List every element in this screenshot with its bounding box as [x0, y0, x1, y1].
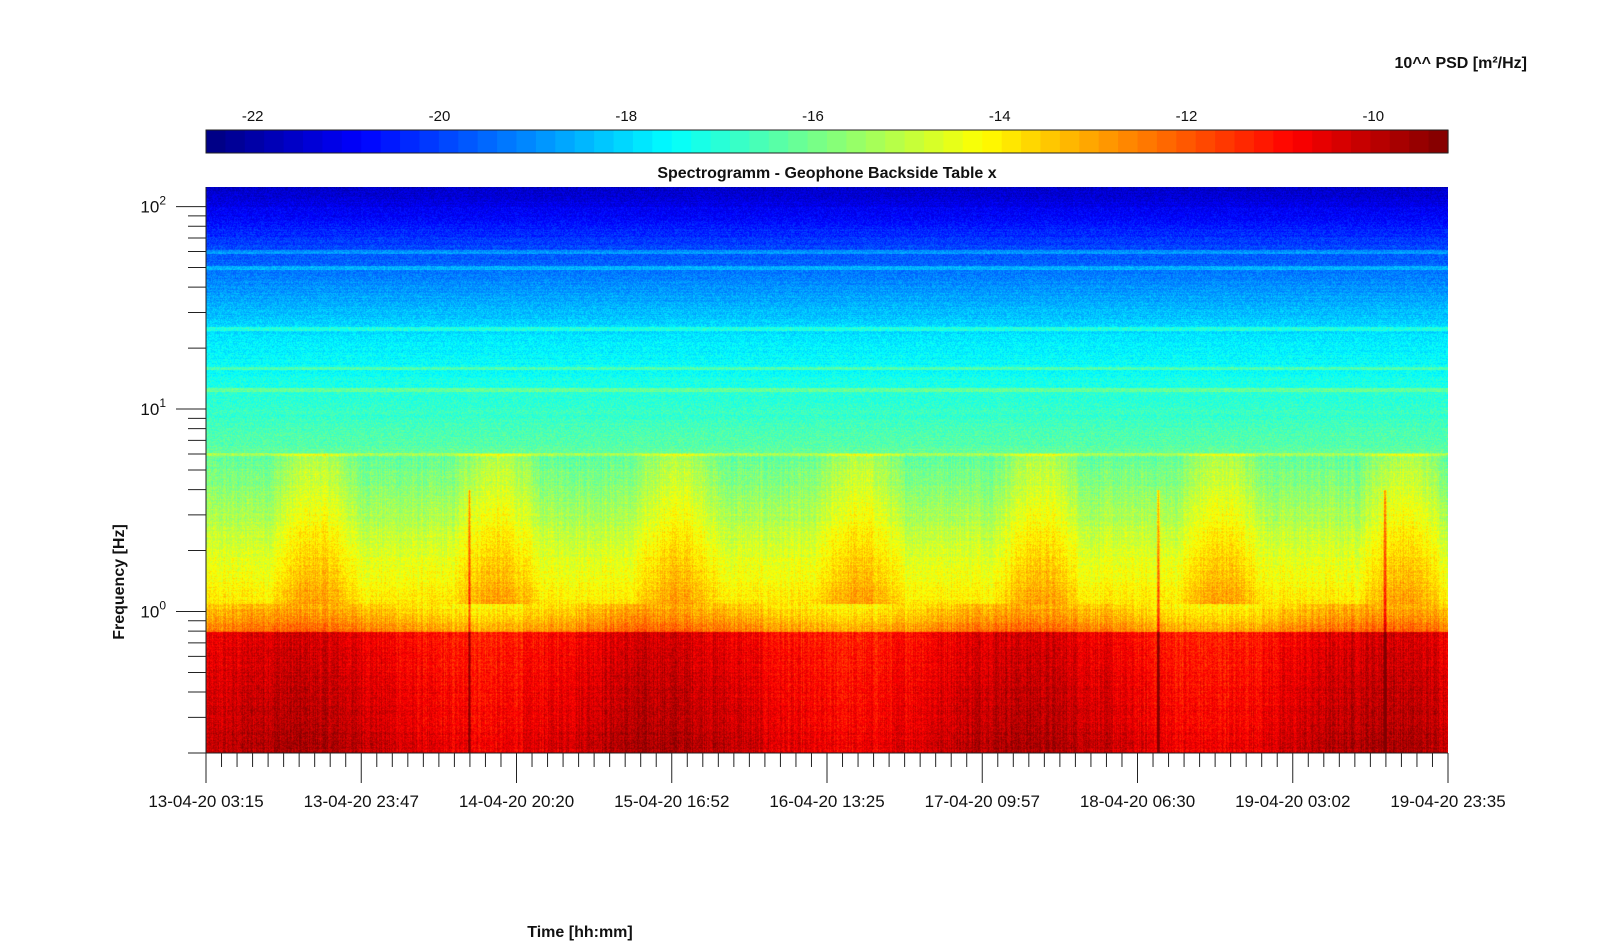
y-tick-label: 100 — [140, 599, 166, 622]
y-axis: 100 101 102 — [140, 187, 207, 754]
colorbar-segment — [1389, 130, 1410, 153]
colorbar-segment — [283, 130, 304, 153]
colorbar-segment — [555, 130, 576, 153]
colorbar-segment — [1156, 130, 1177, 153]
colorbar-tick-label: -14 — [989, 108, 1011, 125]
colorbar-segment — [749, 130, 770, 153]
colorbar-segment — [380, 130, 401, 153]
colorbar-segment — [341, 130, 362, 153]
chart-title: Spectrogramm - Geophone Backside Table x — [657, 165, 996, 182]
colorbar-segment — [1370, 130, 1391, 153]
colorbar-segment — [904, 130, 925, 153]
colorbar-segment — [594, 130, 615, 153]
colorbar-segment — [788, 130, 809, 153]
colorbar-tick-label: -22 — [242, 108, 264, 125]
colorbar-segment — [1253, 130, 1274, 153]
colorbar-segment — [729, 130, 750, 153]
colorbar-segment — [477, 130, 498, 153]
colorbar-segment — [710, 130, 731, 153]
colorbar-segment — [497, 130, 518, 153]
colorbar-segment — [943, 130, 964, 153]
y-tick-label: 102 — [140, 194, 166, 217]
colorbar-segment — [632, 130, 653, 153]
colorbar-segment — [924, 130, 945, 153]
colorbar-segment — [846, 130, 867, 153]
x-tick-label: 13-04-20 23:47 — [304, 792, 419, 811]
colorbar-segment — [438, 130, 459, 153]
colorbar-segment — [652, 130, 673, 153]
colorbar-segment — [1409, 130, 1430, 153]
colorbar-segment — [1312, 130, 1333, 153]
x-axis-label: Time [hh:mm] — [527, 924, 632, 941]
colorbar-tick-label: -16 — [802, 108, 824, 125]
colorbar-segment — [225, 130, 246, 153]
colorbar-segment — [303, 130, 324, 153]
colorbar-segment — [827, 130, 848, 153]
colorbar-segment — [1350, 130, 1371, 153]
colorbar-segment — [613, 130, 634, 153]
y-tick-label: 101 — [140, 396, 166, 419]
colorbar-segment — [1137, 130, 1158, 153]
x-tick-label: 15-04-20 16:52 — [614, 792, 729, 811]
colorbar-label: 10^^ PSD [m²/Hz] — [1395, 55, 1527, 72]
colorbar-segment — [1079, 130, 1100, 153]
colorbar-segment — [1331, 130, 1352, 153]
colorbar-segment — [516, 130, 537, 153]
x-axis: 13-04-20 03:15 13-04-20 23:47 14-04-20 20:… — [148, 752, 1506, 811]
x-tick-label: 13-04-20 03:15 — [148, 792, 263, 811]
colorbar-segment — [400, 130, 421, 153]
x-tick-label: 14-04-20 20:20 — [459, 792, 574, 811]
x-tick-label: 18-04-20 06:30 — [1080, 792, 1195, 811]
colorbar-segment — [1001, 130, 1022, 153]
x-tick-label: 19-04-20 23:35 — [1390, 792, 1505, 811]
colorbar-segment — [1118, 130, 1139, 153]
colorbar-segment — [1215, 130, 1236, 153]
colorbar-scale — [206, 130, 1449, 153]
colorbar-tick-label: -10 — [1362, 108, 1384, 125]
colorbar-tick-label: -12 — [1176, 108, 1198, 125]
colorbar-segment — [419, 130, 440, 153]
colorbar-segment — [458, 130, 479, 153]
x-tick-label: 16-04-20 13:25 — [769, 792, 884, 811]
spectrogram-heatmap — [206, 187, 1448, 753]
colorbar-segment — [865, 130, 886, 153]
colorbar-segment — [691, 130, 712, 153]
colorbar-segment — [1098, 130, 1119, 153]
colorbar-segment — [1176, 130, 1197, 153]
colorbar-segment — [244, 130, 265, 153]
colorbar-segment — [361, 130, 382, 153]
colorbar-segment — [206, 130, 227, 153]
colorbar-tick-label: -18 — [615, 108, 637, 125]
colorbar-segment — [671, 130, 692, 153]
colorbar-segment — [982, 130, 1003, 153]
plot-area — [206, 187, 1448, 753]
colorbar-segment — [1234, 130, 1255, 153]
colorbar-segment — [1040, 130, 1061, 153]
colorbar-tick-label: -20 — [429, 108, 451, 125]
colorbar-segment — [807, 130, 828, 153]
colorbar-segment — [1273, 130, 1294, 153]
x-tick-label: 17-04-20 09:57 — [925, 792, 1040, 811]
colorbar-ticks: -22 -20 -18 -16 -14 -12 -10 — [242, 108, 1384, 135]
colorbar-segment — [535, 130, 556, 153]
colorbar-frame — [205, 129, 1449, 154]
colorbar-segment — [962, 130, 983, 153]
colorbar-segment — [1428, 130, 1449, 153]
colorbar-segment — [1195, 130, 1216, 153]
colorbar-segment — [1059, 130, 1080, 153]
colorbar-segment — [768, 130, 789, 153]
x-tick-label: 19-04-20 03:02 — [1235, 792, 1350, 811]
colorbar-segment — [885, 130, 906, 153]
colorbar-segment — [264, 130, 285, 153]
colorbar: 10^^ PSD [m²/Hz] -22 -20 -18 -16 -14 -12 -10 — [205, 55, 1527, 154]
colorbar-segment — [322, 130, 343, 153]
colorbar-segment — [574, 130, 595, 153]
y-axis-label: Frequency [Hz] — [111, 524, 128, 640]
colorbar-segment — [1292, 130, 1313, 153]
colorbar-segment — [1021, 130, 1042, 153]
